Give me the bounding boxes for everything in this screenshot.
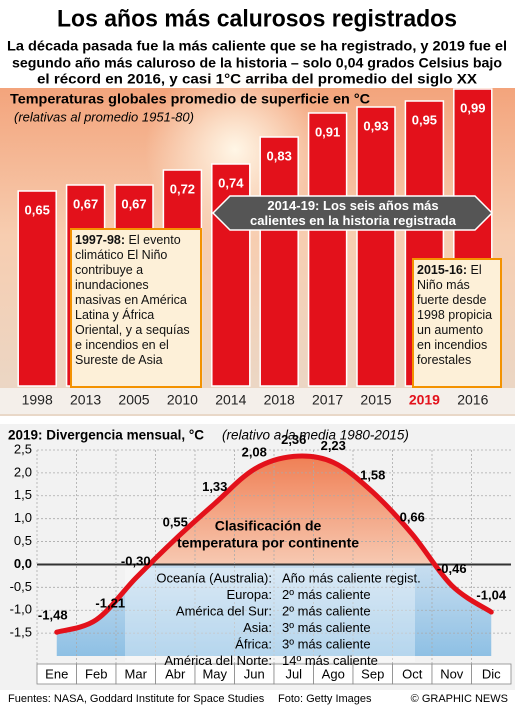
x-tick-label: 2014 [215,392,246,408]
x-tick-label: 2016 [457,392,488,408]
y-tick-label: 1,5 [14,487,32,502]
x-tick-label: Jun [244,666,265,681]
subtitle: La década pasada fue la más caliente que… [7,38,507,54]
line-title: 2019: Divergencia mensual, °C [8,428,204,443]
note-text: El evento climático El Niño contribuye a… [75,233,190,367]
table-region: Europa: [226,587,272,602]
bar [259,136,299,387]
table-region: América del Norte: [164,653,272,668]
value-label: 2,23 [321,438,346,453]
footer-credit: © GRAPHIC NEWS [411,693,508,705]
x-tick-label: Oct [402,666,423,681]
line [54,453,494,635]
subtitle: el récord en 2016, y casi 1°C arriba del… [37,71,478,87]
table-rank: 3º más caliente [282,636,371,651]
note-box: 1997-98: El evento climático El Niño con… [70,228,202,388]
table-box [125,568,415,662]
line-subtitle: (relativo a la media 1980-2015) [222,428,409,443]
x-tick-label: 2005 [118,392,149,408]
x-tick-label: 2018 [264,392,295,408]
x-tick-label: 2017 [312,392,343,408]
subtitle: segundo año más caluroso de la historia … [12,55,502,71]
note-text: Los seis años más calientes en la histor… [250,198,456,228]
value-label: 0,55 [163,515,188,530]
value-label: 0,95 [412,112,437,127]
value-label: 0,93 [363,118,388,133]
y-tick-label: 0,0 [14,556,32,571]
bar-subtitle: (relativas al promedio 1951-80) [14,109,194,124]
x-tick-label: Mar [125,666,148,681]
value-label: -0,46 [437,561,467,576]
value-label: -0,30 [121,554,151,569]
table-rank: 2º más caliente [282,587,371,602]
y-tick-label: -0,5 [10,579,32,594]
y-tick-label: -1,0 [10,602,32,617]
x-tick-label: Ago [322,666,345,681]
bar [356,106,396,387]
value-label: 0,91 [315,124,340,139]
year-band [0,388,515,414]
value-label: 0,83 [267,148,292,163]
table-region: África: [235,636,272,651]
table-rank: 14º más caliente [282,653,378,668]
table-rank: 2º más caliente [282,603,371,618]
table-title: Clasificación de [215,518,322,534]
value-label: 0,74 [218,175,244,190]
value-label: 2,36 [281,432,306,447]
y-tick-label: 0,5 [14,533,32,548]
table-region: América del Sur: [176,603,272,618]
range-note: 2014-19: Los seis años más calientes en … [238,198,468,228]
bar-title: Temperaturas globales promedio de superf… [10,91,370,107]
value-label: 0,72 [170,181,195,196]
note-heading: 2015-16: [417,263,468,277]
month-cell [471,663,512,685]
table-title: temperatura por continente [177,535,359,551]
value-label: 0,66 [400,510,425,525]
y-tick-label: 2,0 [14,464,32,479]
note-box: 2015-16: El Niño más fuerte desde 1998 p… [412,258,502,388]
value-label: 2,08 [242,445,267,460]
y-tick-label: -1,5 [10,625,32,640]
note-text: El Niño más fuerte desde 1998 propicia u… [417,263,493,367]
x-tick-label: Feb [85,666,107,681]
value-label: 0,67 [73,196,98,211]
note-heading: 1997-98: [75,233,126,247]
x-tick-label: 2019 [409,392,440,408]
table-rank: Año más caliente regist. [282,570,421,585]
value-label: 1,58 [360,468,385,483]
y-tick-label: 2,5 [14,441,32,456]
title: Los años más calurosos registrados [57,5,457,32]
x-tick-label: 1998 [22,392,53,408]
value-label: 0,67 [121,196,146,211]
x-tick-label: Jul [285,666,302,681]
note-heading: 2014-19: [267,198,320,213]
x-tick-label: 2015 [360,392,391,408]
footer-sources: Fuentes: NASA, Goddard Institute for Spa… [8,693,265,705]
value-label: -1,48 [38,608,68,623]
bar [307,112,348,387]
table-region: Oceanía (Australia): [156,570,272,585]
x-tick-label: 2010 [167,392,198,408]
x-tick-label: Nov [440,666,464,681]
x-tick-label: Sep [361,666,384,681]
bar [17,190,57,387]
y-tick-label: 1,0 [14,510,32,525]
footer-photo: Foto: Getty Images [278,693,372,705]
value-label: -1,21 [95,595,125,610]
table-rank: 3º más caliente [282,620,371,635]
x-tick-label: Ene [45,666,68,681]
range-arrow [211,195,494,231]
x-tick-label: May [202,666,227,681]
value-label: 0,99 [460,100,485,115]
x-tick-label: Dic [482,666,501,681]
value-label: 1,33 [202,479,227,494]
value-label: -1,04 [476,587,506,602]
value-label: 0,65 [25,202,50,217]
table-region: Asia: [243,620,272,635]
x-tick-label: 2013 [70,392,101,408]
x-tick-label: Abr [165,666,186,681]
area-fill [56,456,492,656]
